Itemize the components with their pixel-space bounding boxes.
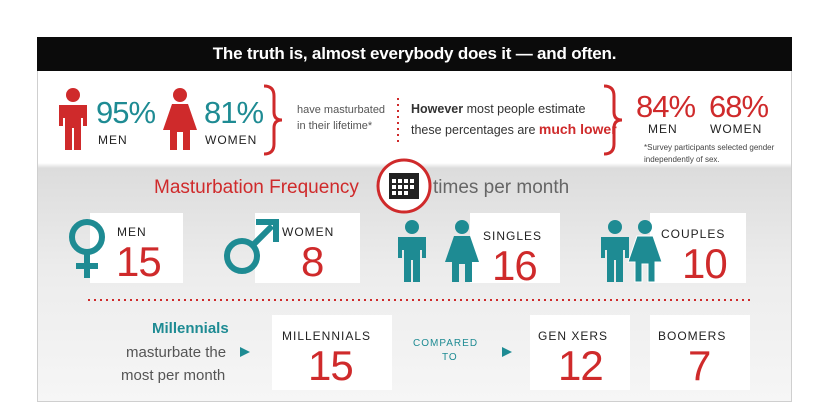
generations-heading: Millennials [152, 320, 229, 337]
stat-card: COUPLES 10 [650, 213, 746, 287]
note-line: have masturbated [297, 104, 386, 116]
card-value: 15 [308, 342, 354, 389]
footnote: *Survey participants selected gender [644, 143, 775, 152]
footnote: independently of sex. [644, 155, 720, 164]
estimate-value: 84% [636, 89, 696, 124]
card-value: 16 [492, 242, 538, 289]
estimate-line: these percentages are much lower [411, 121, 617, 137]
card-label: SINGLES [483, 229, 543, 243]
card-label: MILLENNIALS [282, 329, 372, 343]
card-label: COUPLES [661, 227, 726, 241]
calendar-icon [376, 158, 432, 214]
woman-icon [163, 88, 197, 150]
estimate-label: MEN [648, 122, 678, 136]
arrow [502, 347, 512, 357]
stat-value: 81% [204, 95, 264, 130]
estimate-value: 68% [709, 89, 769, 124]
compared-label: COMPARED [413, 338, 479, 349]
card-value: 12 [558, 342, 604, 389]
estimate-line: However most people estimate [411, 102, 585, 116]
stat-card: WOMEN 8 [255, 213, 360, 283]
generations-caption: masturbate the [126, 344, 227, 361]
brace [603, 84, 623, 156]
arrow [240, 347, 250, 357]
note-line: in their lifetime* [297, 120, 373, 132]
divider [397, 98, 399, 142]
stat-value: 95% [96, 95, 156, 130]
card-label: BOOMERS [658, 329, 727, 343]
card-value: 8 [301, 238, 324, 285]
card-value: 10 [682, 240, 728, 287]
emphasis: However [411, 102, 464, 116]
stat-card: GEN XERS 12 [530, 315, 630, 390]
compared-label: TO [442, 352, 458, 363]
banner: The truth is, almost everybody does it —… [37, 37, 792, 71]
card-value: 15 [116, 238, 162, 285]
stat-label: WOMEN [205, 133, 258, 147]
stat-label: MEN [98, 133, 128, 147]
text: these percentages are [411, 123, 536, 137]
section-unit: times per month [433, 177, 570, 198]
estimate-label: WOMEN [710, 122, 763, 136]
stat-card: SINGLES 16 [470, 213, 560, 287]
section-title: Masturbation Frequency [154, 177, 359, 198]
stat-card: MILLENNIALS 15 [272, 315, 392, 390]
card-label: MEN [117, 225, 147, 239]
stat-card: BOOMERS 7 [650, 315, 750, 390]
brace [263, 84, 283, 156]
text: most people estimate [466, 102, 586, 116]
male-symbol [224, 219, 279, 274]
man-icon [59, 88, 87, 150]
people-icon [398, 220, 479, 282]
card-value: 7 [688, 342, 711, 389]
divider [88, 299, 752, 301]
female-symbol [69, 219, 105, 278]
couple-icon [601, 220, 663, 283]
card-label: GEN XERS [538, 329, 609, 343]
generations-caption: most per month [121, 367, 226, 384]
stat-card: MEN 15 [90, 213, 183, 283]
emphasis: much lower [538, 121, 617, 137]
card-label: WOMEN [282, 225, 335, 239]
